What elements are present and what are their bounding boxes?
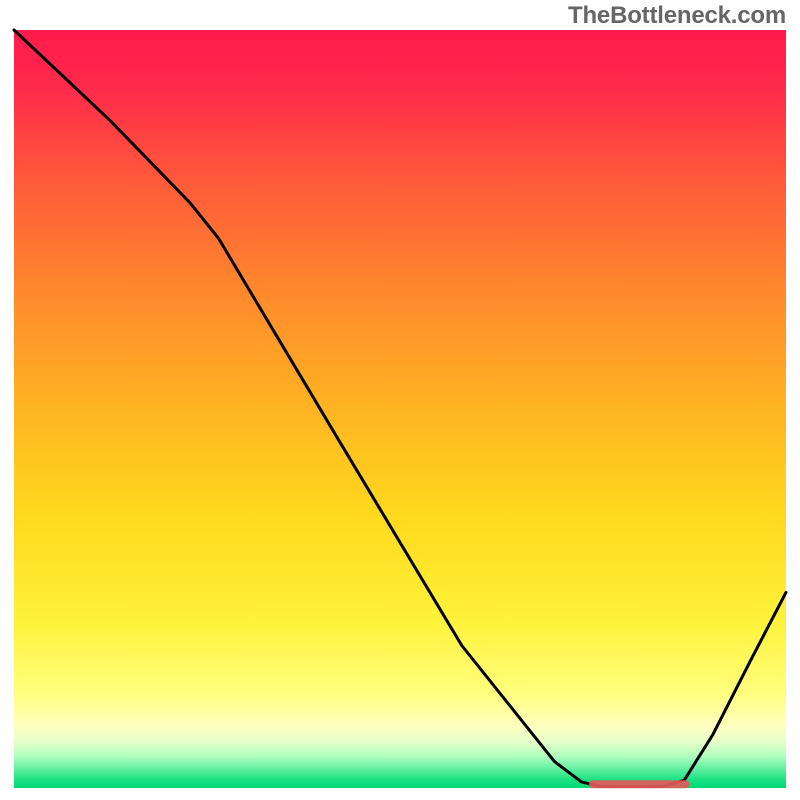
marker-layer: [14, 30, 786, 788]
watermark-label: TheBottleneck.com: [568, 2, 786, 30]
plot-area: [14, 30, 786, 788]
chart-container: TheBottleneck.com: [0, 0, 800, 800]
